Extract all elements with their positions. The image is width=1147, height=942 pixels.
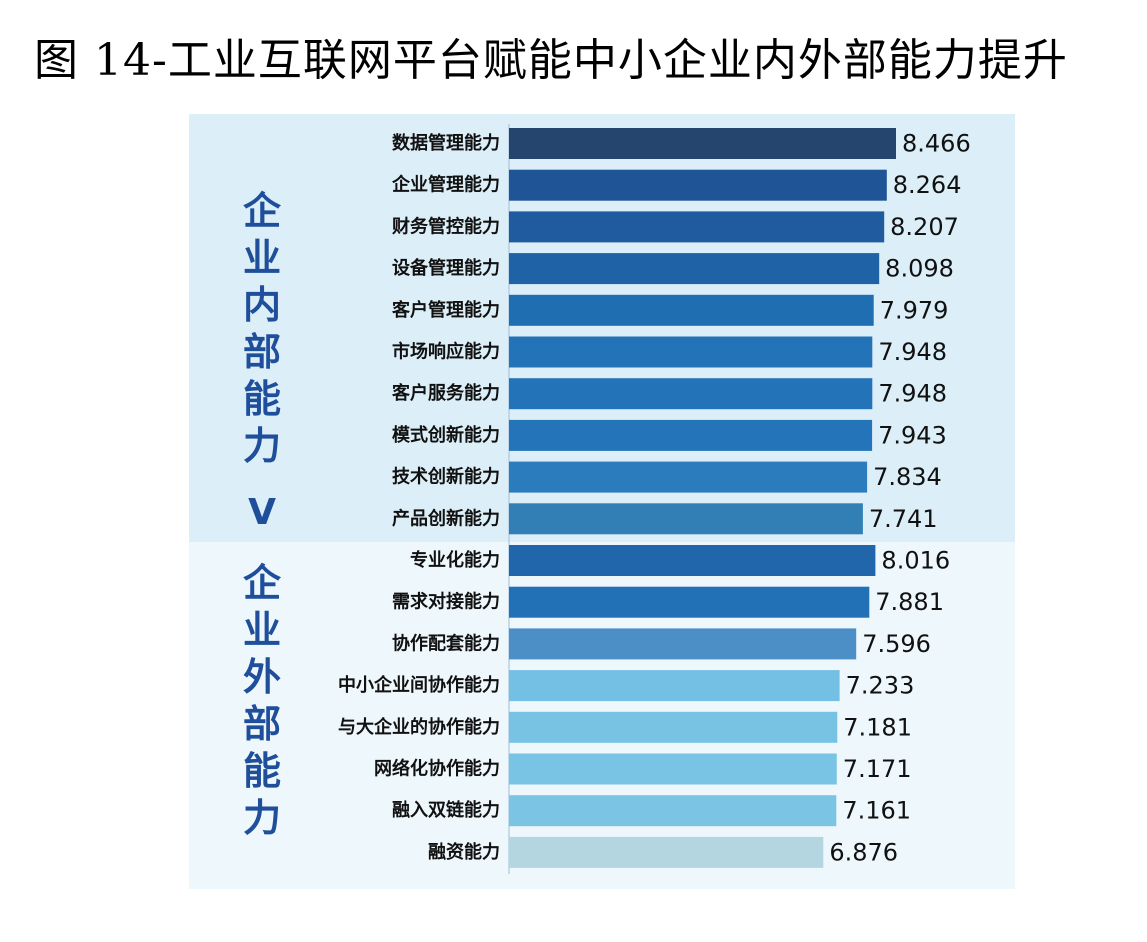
value-label: 7.596 [862,630,931,658]
category-label: 设备管理能力 [392,257,500,279]
value-label: 8.207 [890,213,959,241]
value-label: 7.161 [842,797,911,825]
category-label: 需求对接能力 [392,591,500,613]
bar-10 [509,503,863,535]
category-label: 协作配套能力 [392,632,500,654]
bar-5 [509,294,874,326]
value-label: 8.466 [902,130,971,158]
category-label: 产品创新能力 [392,507,500,529]
chart-title: 图 14-工业互联网平台赋能中小企业内外部能力提升 [34,35,1068,86]
value-label: 7.948 [878,338,947,366]
bar-9 [509,461,868,493]
bar-13 [509,628,857,660]
value-label: 8.098 [885,255,954,283]
bar-4 [509,253,880,285]
bar-16 [509,753,837,785]
value-label: 7.943 [878,421,947,449]
bar-11 [509,545,876,576]
bar-1 [509,128,896,159]
category-label: 财务管控能力 [392,215,500,237]
category-label: 中小企业间协作能力 [338,674,500,696]
bar-6 [509,336,873,368]
category-label: 模式创新能力 [392,424,500,446]
bar-14 [509,670,840,702]
category-label: 客户管理能力 [392,299,500,321]
category-label: 市场响应能力 [392,341,500,363]
category-label: 企业管理能力 [391,174,500,196]
bar-15 [509,711,838,743]
value-label: 7.948 [878,380,947,408]
category-label: 专业化能力 [410,549,500,571]
value-label: 8.264 [893,171,962,199]
value-label: 7.979 [880,296,949,324]
category-label: 数据管理能力 [392,132,500,154]
bar-2 [509,169,887,201]
category-label: 网络化协作能力 [374,758,500,780]
internal-group-label: 企业内部能力 [242,189,281,468]
value-label: 7.741 [869,505,938,533]
comparison-sign: V [248,492,276,533]
category-label: 与大企业的协作能力 [338,716,500,738]
category-label: 技术创新能力 [392,466,500,488]
value-label: 7.181 [843,713,912,741]
value-label: 7.834 [873,463,942,491]
external-group-label: 企业外部能力 [242,561,281,840]
bar-8 [509,419,873,451]
bar-3 [509,211,885,243]
value-label: 7.171 [843,755,912,783]
bar-17 [509,795,837,827]
value-label: 7.881 [875,588,944,616]
bar-7 [509,378,873,410]
category-label: 融资能力 [428,841,500,863]
value-label: 7.233 [846,672,915,700]
category-label: 融入双链能力 [392,799,500,821]
value-label: 6.876 [829,838,898,866]
category-label: 客户服务能力 [392,382,500,404]
bar-18 [509,836,824,868]
value-label: 8.016 [881,547,950,575]
bar-12 [509,586,870,618]
